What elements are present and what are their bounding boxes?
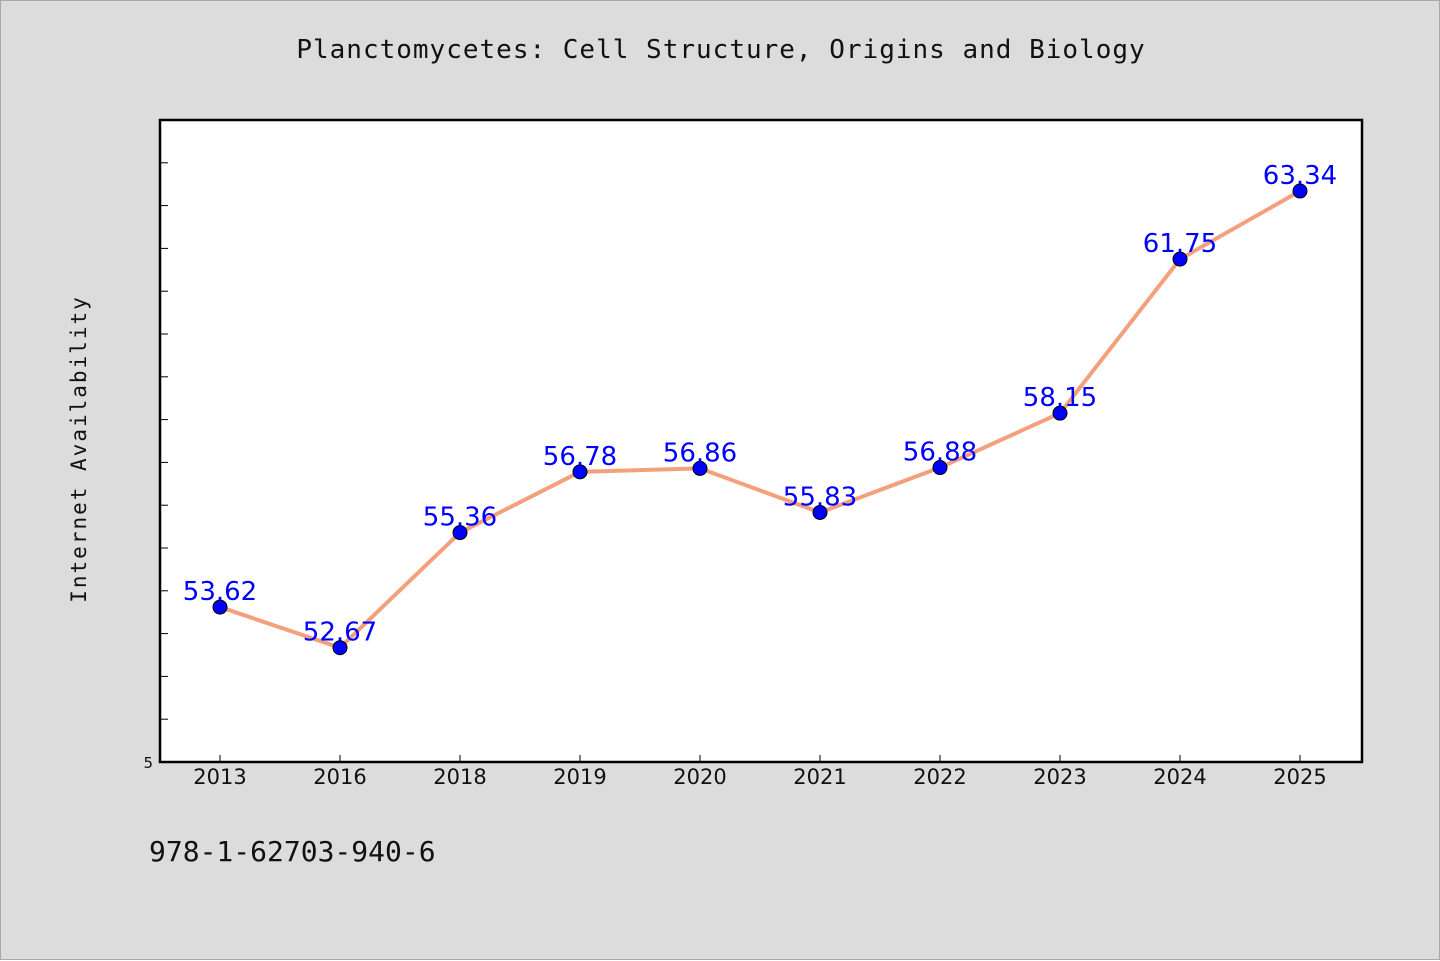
data-point (332, 640, 348, 656)
data-label: 56.78 (543, 442, 617, 472)
y-tick-label: 5 (143, 754, 153, 772)
x-tick-label: 2025 (1273, 765, 1326, 789)
data-point (572, 464, 588, 480)
data-label: 55.83 (783, 482, 857, 512)
x-tick-label: 2023 (1033, 765, 1086, 789)
data-label: 56.86 (663, 438, 737, 468)
data-label: 63.34 (1263, 161, 1337, 191)
data-point (812, 504, 828, 520)
data-label: 53.62 (183, 577, 257, 607)
data-label: 61.75 (1143, 229, 1217, 259)
x-tick-label: 2016 (313, 765, 366, 789)
x-tick-label: 2024 (1153, 765, 1206, 789)
x-tick-label: 2020 (673, 765, 726, 789)
plot-area (158, 118, 1364, 764)
data-label: 55.36 (423, 503, 497, 533)
data-label: 52.67 (303, 618, 377, 648)
data-label: 58.15 (1023, 383, 1097, 413)
x-tick-label: 2018 (433, 765, 486, 789)
series-line (218, 189, 1302, 650)
x-tick-label: 2013 (193, 765, 246, 789)
data-point (1172, 251, 1188, 267)
chart-title: Planctomycetes: Cell Structure, Origins … (296, 35, 1146, 65)
data-point (932, 460, 948, 476)
data-point (1052, 405, 1068, 421)
x-tick-label: 2019 (553, 765, 606, 789)
x-tick-label: 2022 (913, 765, 966, 789)
data-label: 56.88 (903, 438, 977, 468)
data-point (452, 525, 468, 541)
x-tick-label: 2021 (793, 765, 846, 789)
data-point (212, 599, 228, 615)
isbn-footnote: 978-1-62703-940-6 (149, 835, 436, 868)
data-point (692, 460, 708, 476)
data-point (1292, 183, 1308, 199)
